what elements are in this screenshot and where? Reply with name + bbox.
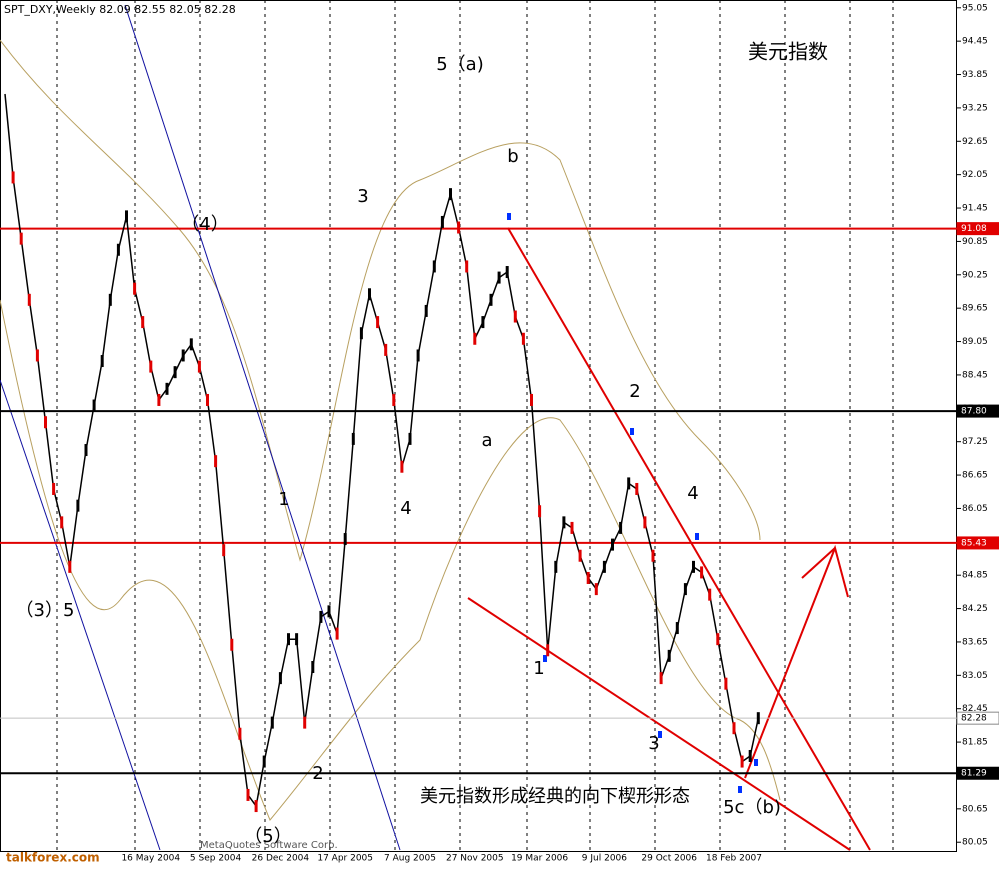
level-label: 91.08	[961, 224, 987, 234]
y-tick-label: 84.25	[962, 604, 988, 614]
y-tick-label: 83.65	[962, 637, 988, 647]
y-tick-label: 93.85	[962, 70, 988, 80]
y-tick-label: 89.65	[962, 304, 988, 314]
level-box	[956, 404, 999, 418]
x-tick-label: 19 Mar 2006	[511, 854, 568, 864]
x-tick-label: 7 Aug 2005	[384, 854, 436, 864]
y-tick-label: 94.45	[962, 37, 988, 47]
annotation: 3	[357, 186, 368, 207]
y-tick-label: 86.65	[962, 471, 988, 481]
wave-marker	[658, 731, 662, 738]
annotation: （5）	[244, 826, 291, 847]
lower-band	[0, 299, 781, 821]
header: SPT_DXY,Weekly 82.09 82.55 82.05 82.28	[4, 3, 236, 16]
wave-marker	[738, 786, 742, 793]
x-tick-label: 9 Jul 2006	[582, 854, 627, 864]
x-tick-label: 27 Nov 2005	[446, 854, 504, 864]
annotation: 1	[278, 489, 289, 510]
x-tick-label: 26 Dec 2004	[252, 854, 310, 864]
wave-marker	[543, 655, 547, 662]
y-tick-label: 89.05	[962, 337, 988, 347]
level-label: 87.80	[961, 407, 987, 417]
level-box	[956, 222, 999, 236]
annotation: 2	[629, 381, 640, 402]
level-label: 82.28	[961, 714, 987, 724]
y-tick-label: 91.45	[962, 204, 988, 214]
upper-band	[0, 39, 761, 562]
annotation: （3）5	[16, 600, 75, 621]
y-tick-label: 81.85	[962, 738, 988, 748]
annotation: 2	[312, 763, 323, 784]
y-tick-label: 80.05	[962, 838, 988, 848]
annotation: 4	[400, 498, 411, 519]
x-tick-label: 16 May 2004	[121, 854, 180, 864]
y-tick-label: 80.65	[962, 804, 988, 814]
chart-title: 美元指数	[748, 40, 828, 64]
annotation: 5c（b)	[723, 797, 781, 818]
channel-line	[124, 4, 401, 851]
bands	[0, 39, 781, 821]
channel-line	[0, 379, 161, 851]
v-dividers	[56, 0, 894, 852]
annotation: （4）	[181, 214, 228, 235]
wedge-line	[507, 227, 871, 851]
y-tick-label: 93.25	[962, 103, 988, 113]
arrow-head	[801, 547, 836, 579]
wave-markers	[507, 213, 758, 793]
level-box	[956, 711, 999, 725]
channel	[0, 4, 401, 851]
y-tick-label: 82.45	[962, 704, 988, 714]
wedge-line	[467, 597, 851, 851]
level-label: 81.29	[961, 769, 987, 779]
x-tick-label: 18 Feb 2007	[706, 854, 762, 864]
y-tick-label: 83.05	[962, 671, 988, 681]
y-tick-label: 86.05	[962, 504, 988, 514]
wave-marker	[630, 428, 634, 435]
price-line	[4, 93, 760, 808]
wave-marker	[507, 213, 511, 220]
annotation: 3	[648, 733, 659, 754]
wave-marker	[754, 759, 758, 766]
level-label: 85.43	[961, 538, 987, 548]
level-box	[956, 536, 999, 550]
y-tick-label: 88.45	[962, 370, 988, 380]
annotation: 1	[533, 658, 544, 679]
wedge	[467, 227, 871, 851]
wave-marker	[695, 533, 699, 540]
y-tick-label: 90.85	[962, 237, 988, 247]
y-tick-label: 95.05	[962, 3, 988, 13]
x-tick-label: 5 Sep 2004	[190, 854, 242, 864]
y-tick-label: 92.05	[962, 170, 988, 180]
y-tick-label: 90.25	[962, 270, 988, 280]
x-tick-label: 29 Oct 2006	[641, 854, 697, 864]
annotation: 5（a)	[436, 54, 484, 75]
y-tick-label: 84.85	[962, 571, 988, 581]
annotation: a	[481, 430, 492, 451]
annotation: b	[507, 146, 518, 167]
footer: MetaQuotes Software Corp.	[200, 840, 338, 851]
level-box	[956, 766, 999, 780]
x-tick-label: 17 Apr 2005	[317, 854, 373, 864]
annotation: 美元指数形成经典的向下楔形形态	[420, 786, 690, 807]
plot-frame	[0, 0, 957, 852]
annotation: 4	[687, 483, 698, 504]
y-tick-label: 87.25	[962, 437, 988, 447]
y-tick-label: 92.65	[962, 137, 988, 147]
watermark: talkforex.com	[6, 851, 100, 865]
